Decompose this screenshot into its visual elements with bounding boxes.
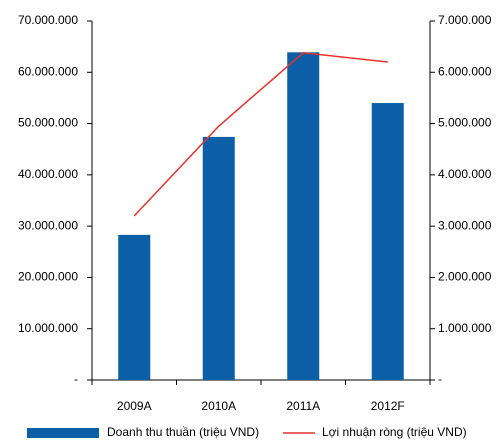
bar xyxy=(371,103,404,381)
y-tick-label: 10.000.000 xyxy=(18,321,78,335)
x-tick-label: 2012F xyxy=(371,399,405,413)
y2-tick-label: 3.000.000 xyxy=(438,218,492,232)
y-tick-label: 60.000.000 xyxy=(18,64,78,78)
x-tick-label: 2011A xyxy=(286,399,320,413)
line xyxy=(133,52,388,217)
y-tick-label: - xyxy=(74,372,78,386)
legend-label: Doanh thu thuần (triệu VND) xyxy=(107,425,259,439)
y2-tick-label: 4.000.000 xyxy=(438,167,492,181)
y2-tick-label: 6.000.000 xyxy=(438,64,492,78)
bar xyxy=(287,52,320,380)
legend-label: Lợi nhuận ròng (triệu VND) xyxy=(322,425,467,439)
x-tick-label: 2009A xyxy=(117,399,152,413)
bar xyxy=(202,136,235,380)
bar xyxy=(118,234,151,380)
y2-tick-label: 2.000.000 xyxy=(438,270,492,284)
y2-tick-label: 1.000.000 xyxy=(438,321,492,335)
x-tick-label: 2010A xyxy=(201,399,236,413)
y-tick-label: 70.000.000 xyxy=(18,13,78,27)
y-tick-label: 30.000.000 xyxy=(18,218,78,232)
legend-swatch xyxy=(27,428,99,438)
y-tick-label: 40.000.000 xyxy=(18,167,78,181)
y2-tick-label: 7.000.000 xyxy=(438,13,492,27)
y2-tick-label: 5.000.000 xyxy=(438,116,492,130)
y-tick-label: 20.000.000 xyxy=(18,270,78,284)
y-tick-label: 50.000.000 xyxy=(18,116,78,130)
y2-tick-label: - xyxy=(438,372,442,386)
